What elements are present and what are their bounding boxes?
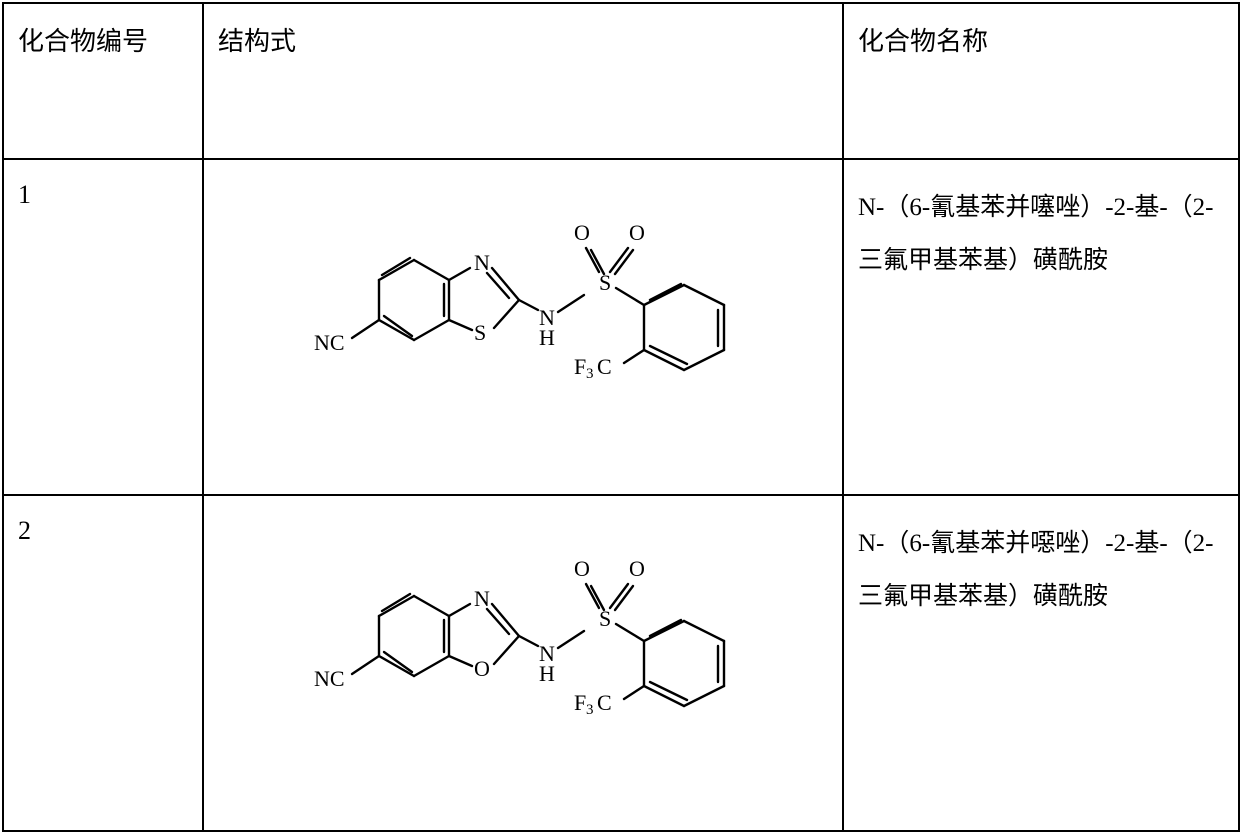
f3c-f-label: F (574, 354, 586, 379)
compound-table: 化合物编号 结构式 化合物名称 1 (2, 2, 1240, 832)
n-atom-label: N (474, 250, 490, 275)
compound-id: 2 (3, 495, 203, 831)
s-atom-label: S (474, 320, 486, 345)
f3c-3-label: 3 (586, 366, 594, 382)
compound-id: 1 (3, 159, 203, 495)
o2-label: O (629, 556, 645, 581)
o2-label: O (629, 220, 645, 245)
f3c-f-label: F (574, 690, 586, 715)
table-row: 1 N (3, 159, 1239, 495)
f3c-3-label: 3 (586, 702, 594, 718)
col-header-structure: 结构式 (203, 3, 843, 159)
f3c-c-label: C (597, 690, 612, 715)
table-header-row: 化合物编号 结构式 化合物名称 (3, 3, 1239, 159)
f3c-c-label: C (597, 354, 612, 379)
compound-structure: N S NC N H (203, 159, 843, 495)
nc-label: NC (314, 666, 345, 691)
col-header-name: 化合物名称 (843, 3, 1239, 159)
o-atom-label: O (474, 656, 490, 681)
col-header-id: 化合物编号 (3, 3, 203, 159)
compound-name: N-（6-氰基苯并噻唑）-2-基-（2-三氟甲基苯基）磺酰胺 (843, 159, 1239, 495)
structure-svg: N S NC N H (204, 160, 844, 450)
nc-label: NC (314, 330, 345, 355)
n-atom-label: N (474, 586, 490, 611)
nh-h-label: H (539, 325, 555, 350)
table-row: 2 N O (3, 495, 1239, 831)
compound-name: N-（6-氰基苯并噁唑）-2-基-（2-三氟甲基苯基）磺酰胺 (843, 495, 1239, 831)
o1-label: O (574, 220, 590, 245)
nh-h-label: H (539, 661, 555, 686)
o1-label: O (574, 556, 590, 581)
compound-structure: N O NC N H (203, 495, 843, 831)
